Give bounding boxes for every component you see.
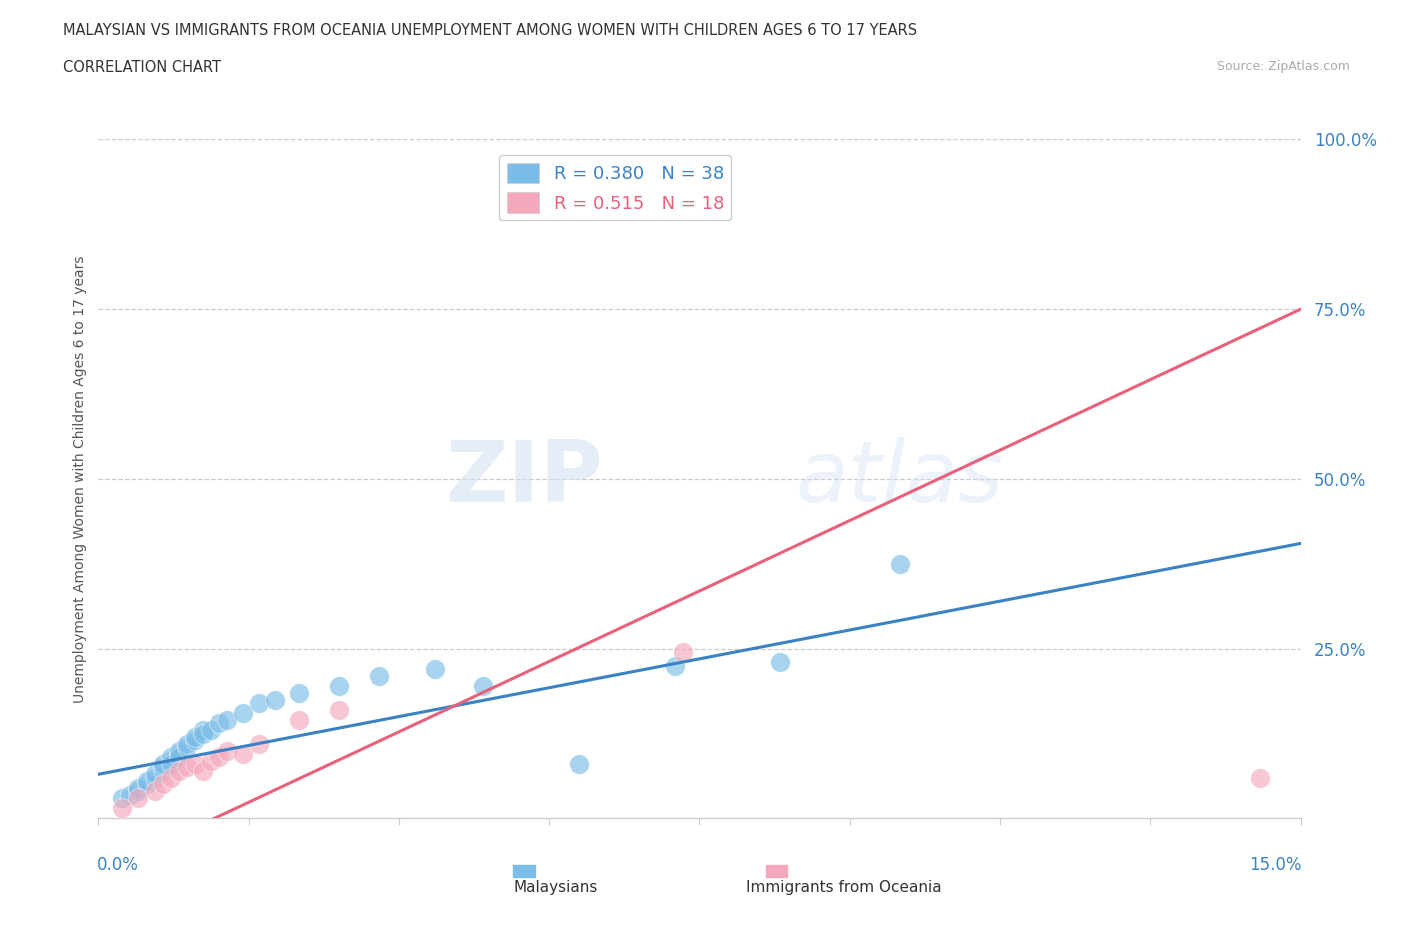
Point <box>143 767 166 782</box>
Point <box>889 556 911 571</box>
Point <box>111 801 134 816</box>
Point <box>176 760 198 775</box>
Point <box>152 777 174 792</box>
Point <box>152 760 174 775</box>
Point <box>128 790 150 805</box>
Point <box>288 712 311 727</box>
Point <box>159 757 181 772</box>
Point <box>167 743 190 758</box>
Point <box>208 716 231 731</box>
Text: MALAYSIAN VS IMMIGRANTS FROM OCEANIA UNEMPLOYMENT AMONG WOMEN WITH CHILDREN AGES: MALAYSIAN VS IMMIGRANTS FROM OCEANIA UNE… <box>63 23 917 38</box>
Point <box>143 784 166 799</box>
Point <box>328 679 350 694</box>
Point <box>183 729 205 744</box>
Point <box>232 747 254 762</box>
Point <box>167 764 190 778</box>
Text: ZIP: ZIP <box>446 437 603 521</box>
Bar <box>513 865 534 878</box>
Point <box>472 679 495 694</box>
Point <box>128 780 150 795</box>
Point <box>247 696 270 711</box>
Point <box>672 644 695 659</box>
Point <box>143 770 166 785</box>
Text: CORRELATION CHART: CORRELATION CHART <box>63 60 221 75</box>
Text: Immigrants from Oceania: Immigrants from Oceania <box>747 880 942 895</box>
Point <box>208 750 231 764</box>
Bar <box>766 865 787 878</box>
Y-axis label: Unemployment Among Women with Children Ages 6 to 17 years: Unemployment Among Women with Children A… <box>73 255 87 703</box>
Point <box>167 750 190 764</box>
Point <box>152 764 174 778</box>
Point <box>183 757 205 772</box>
Point <box>664 658 686 673</box>
Point <box>232 706 254 721</box>
Point <box>423 661 446 676</box>
Point <box>288 685 311 700</box>
Point <box>215 712 238 727</box>
Point <box>768 655 790 670</box>
Point <box>135 774 157 789</box>
Text: atlas: atlas <box>796 437 1004 521</box>
Point <box>247 737 270 751</box>
Point <box>135 777 157 792</box>
Point <box>167 747 190 762</box>
Point <box>200 723 222 737</box>
Point <box>159 753 181 768</box>
Point <box>191 723 214 737</box>
Point <box>176 739 198 754</box>
Point <box>159 750 181 764</box>
Text: Source: ZipAtlas.com: Source: ZipAtlas.com <box>1216 60 1350 73</box>
Point <box>368 669 391 684</box>
Point <box>328 702 350 717</box>
Point <box>159 770 181 785</box>
Point <box>191 726 214 741</box>
Legend: R = 0.380   N = 38, R = 0.515   N = 18: R = 0.380 N = 38, R = 0.515 N = 18 <box>499 155 731 220</box>
Text: Malaysians: Malaysians <box>513 880 598 895</box>
Point <box>176 737 198 751</box>
Point <box>111 790 134 805</box>
Text: 0.0%: 0.0% <box>97 856 139 874</box>
Point <box>128 784 150 799</box>
Point <box>152 757 174 772</box>
Point <box>120 787 142 802</box>
Point <box>183 733 205 748</box>
Point <box>568 757 591 772</box>
Text: 15.0%: 15.0% <box>1250 856 1302 874</box>
Point <box>263 692 285 707</box>
Point <box>200 753 222 768</box>
Point <box>1250 770 1272 785</box>
Point <box>215 743 238 758</box>
Point <box>191 764 214 778</box>
